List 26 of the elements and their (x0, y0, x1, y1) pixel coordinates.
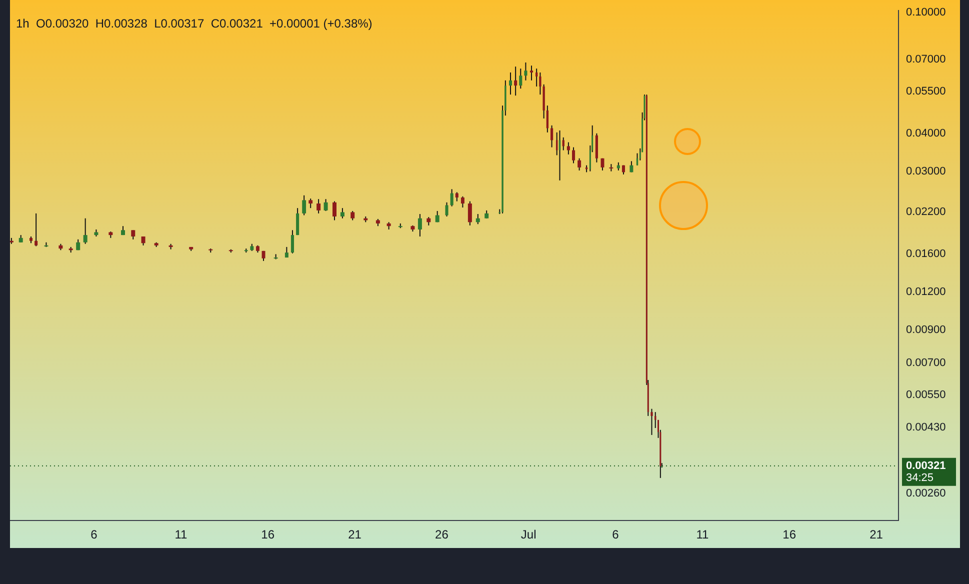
y-tick-label: 0.10000 (906, 6, 946, 19)
y-tick-label: 0.03000 (906, 165, 946, 178)
y-tick-label: 0.04000 (906, 127, 946, 140)
x-tick-label: 21 (348, 528, 362, 542)
x-tick-label: 6 (90, 528, 98, 542)
y-tick-label: 0.00700 (906, 357, 946, 370)
y-tick-label: 0.02200 (906, 206, 946, 218)
x-tick-label: 11 (174, 528, 188, 542)
x-tick-label: 11 (696, 528, 709, 542)
y-tick-label: 0.00430 (906, 421, 946, 434)
x-tick-label: 16 (782, 528, 796, 542)
x-tick-label: 16 (261, 528, 275, 542)
x-tick-label: 21 (870, 528, 884, 542)
text: 1h O0.00320 H0.00328 L0.00317 C0.00321 +0.00001 (+0.38%) (16, 16, 372, 30)
y-tick-label: 0.00900 (906, 324, 946, 336)
y-tick-label: 0.00550 (906, 388, 946, 401)
y-tick-label: 0.01600 (906, 248, 946, 260)
y-tick-label: 0.01200 (906, 286, 946, 298)
y-tick-label: 0.05500 (906, 85, 946, 98)
x-tick-label: Jul (520, 528, 536, 542)
text: 34:25 (906, 472, 934, 484)
y-tick-label: 0.00260 (906, 488, 946, 500)
ref-line-label: 0.00321 (906, 460, 946, 472)
x-tick-label: 6 (612, 528, 620, 542)
y-tick-label: 0.07000 (906, 54, 946, 66)
x-tick-label: 26 (435, 528, 449, 542)
